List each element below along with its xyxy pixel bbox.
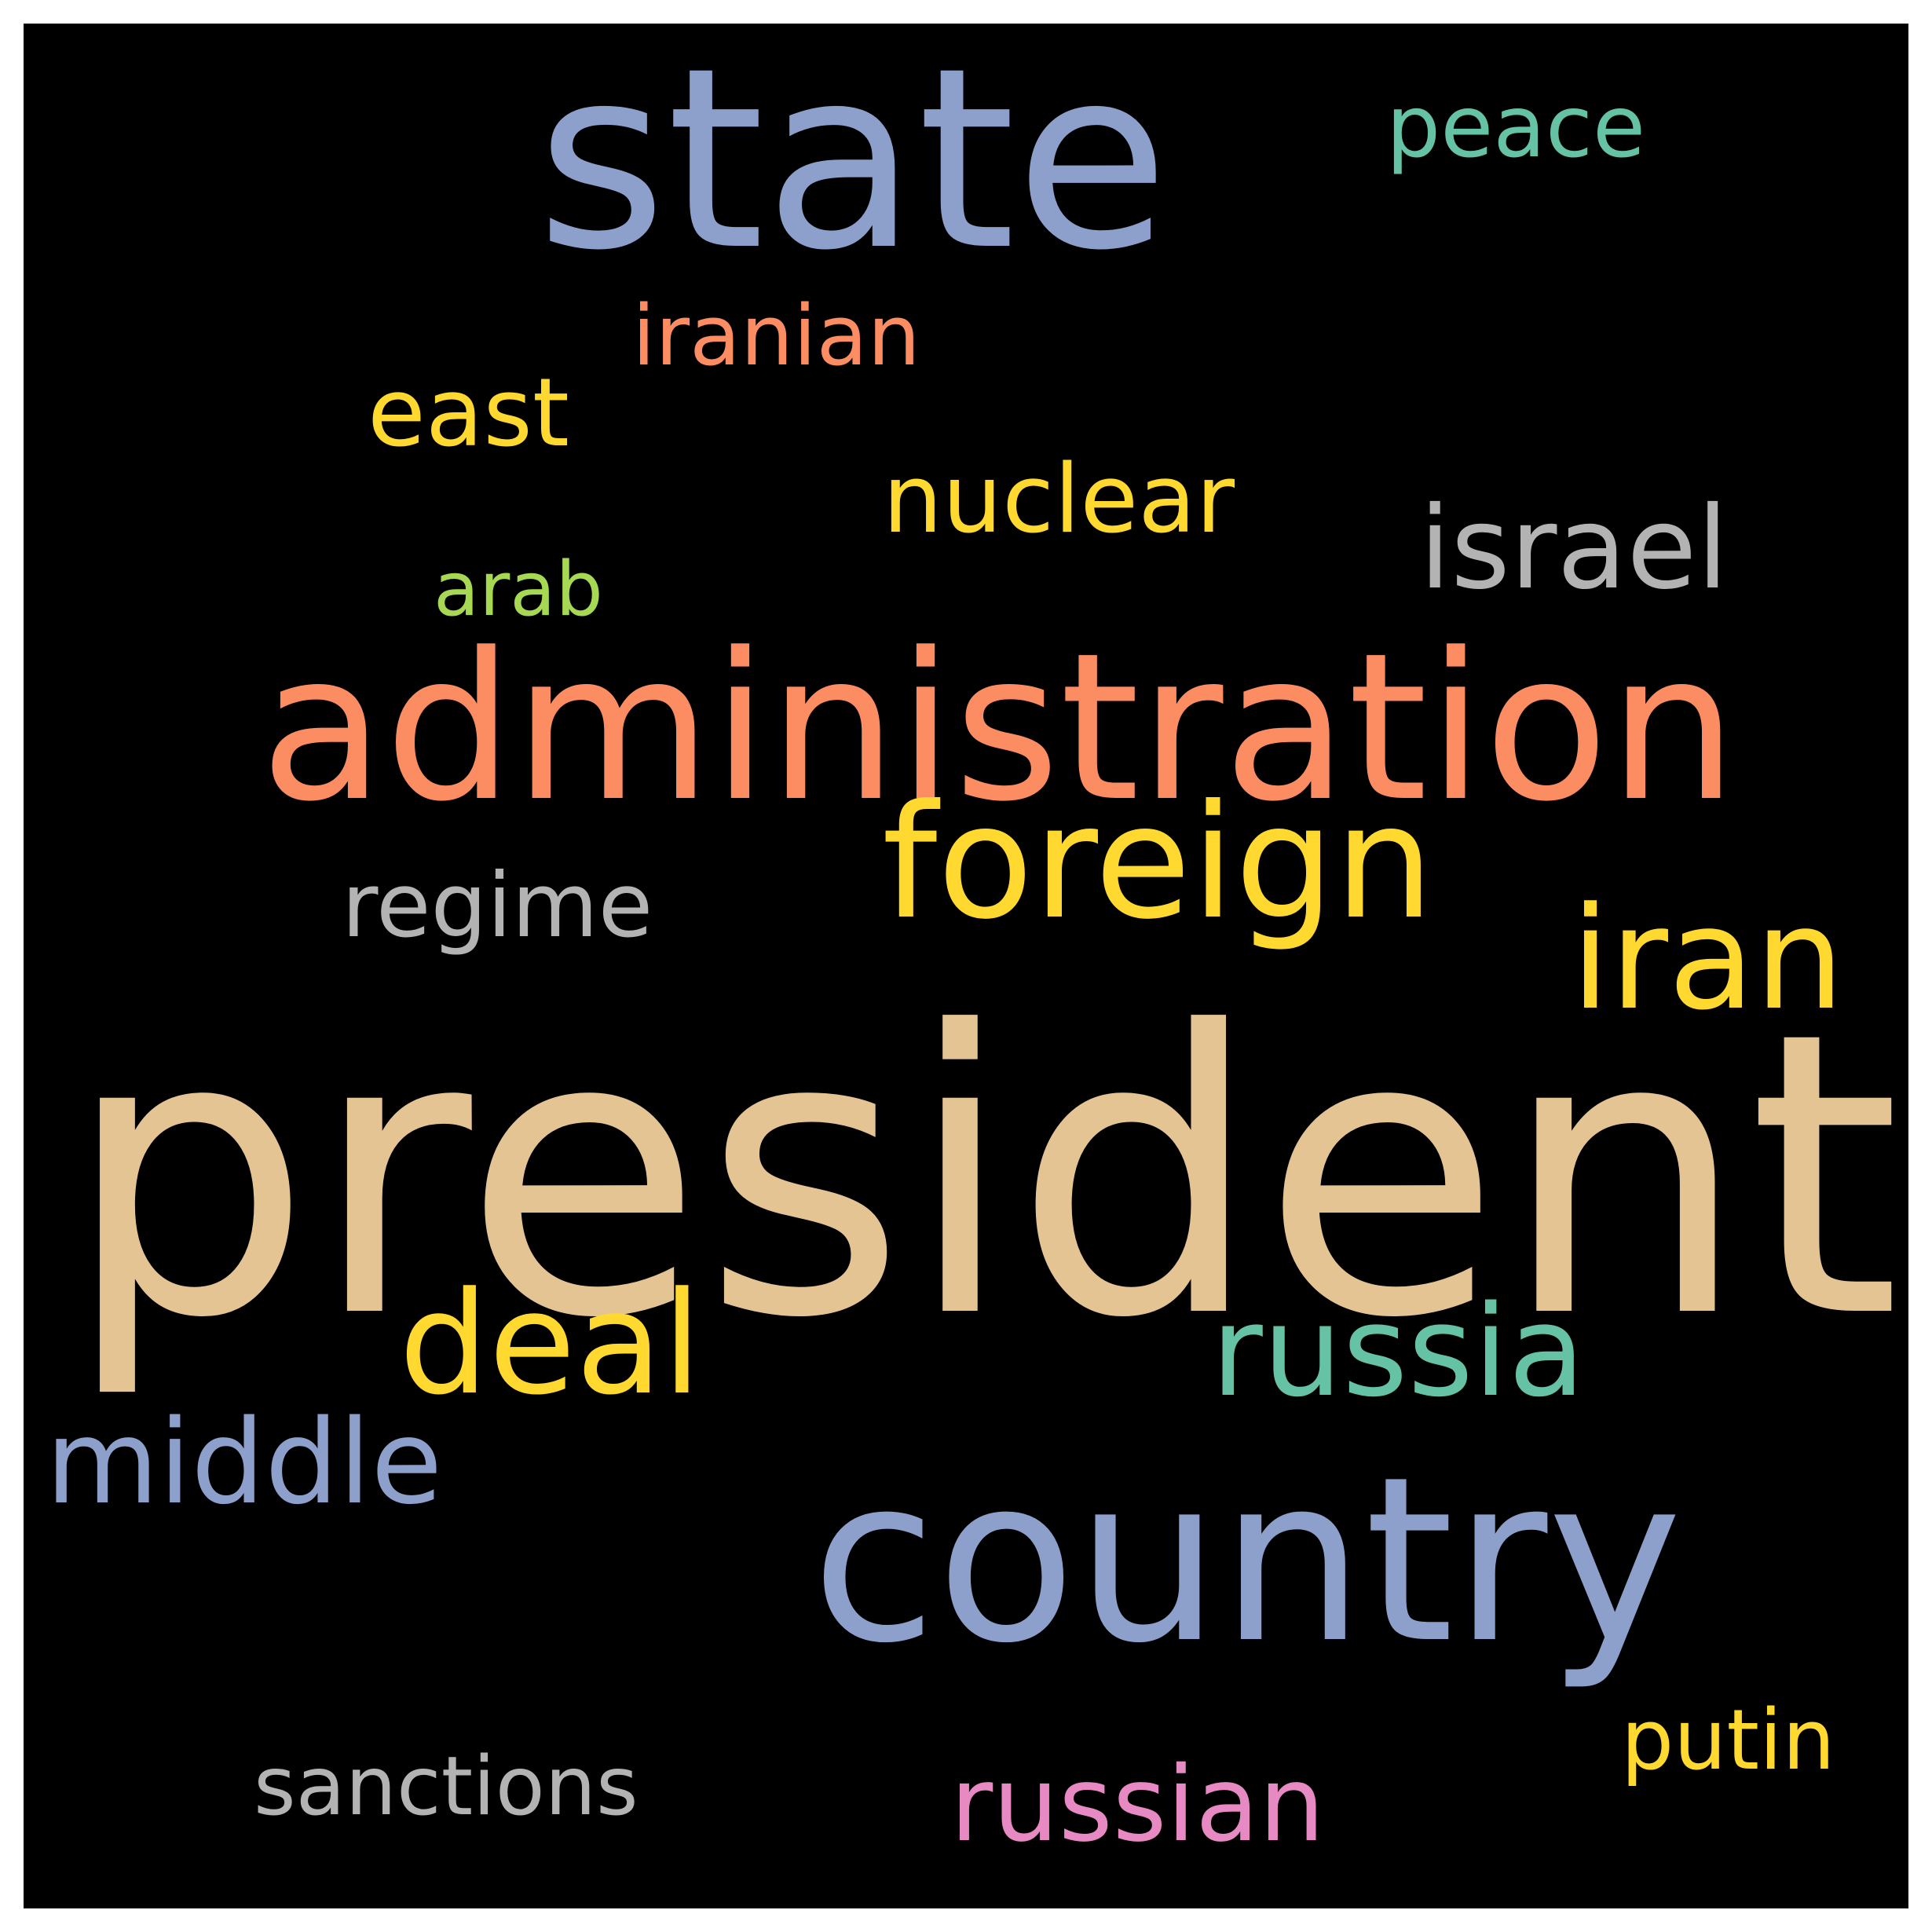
word-iran: iran <box>1571 877 1845 1041</box>
word-sanctions: sanctions <box>254 1740 639 1834</box>
word-middle: middle <box>46 1395 443 1530</box>
word-regime: regime <box>342 854 653 957</box>
word-russia: russia <box>1211 1278 1586 1425</box>
word-israel: israel <box>1419 482 1729 615</box>
word-arab: arab <box>434 547 603 633</box>
word-deal: deal <box>399 1262 702 1426</box>
word-cloud: state peace iranian east nuclear israel … <box>24 24 1908 1908</box>
word-foreign: foreign <box>882 771 1434 954</box>
word-president: president <box>64 950 1901 1403</box>
word-country: country <box>811 1429 1683 1693</box>
word-peace: peace <box>1386 77 1646 177</box>
word-east: east <box>368 359 569 468</box>
word-nuclear: nuclear <box>883 445 1235 554</box>
word-russian: russian <box>950 1744 1325 1865</box>
word-putin: putin <box>1621 1692 1835 1788</box>
word-administration: administration <box>260 610 1738 847</box>
word-iranian: iranian <box>632 287 920 384</box>
word-state: state <box>536 24 1169 305</box>
